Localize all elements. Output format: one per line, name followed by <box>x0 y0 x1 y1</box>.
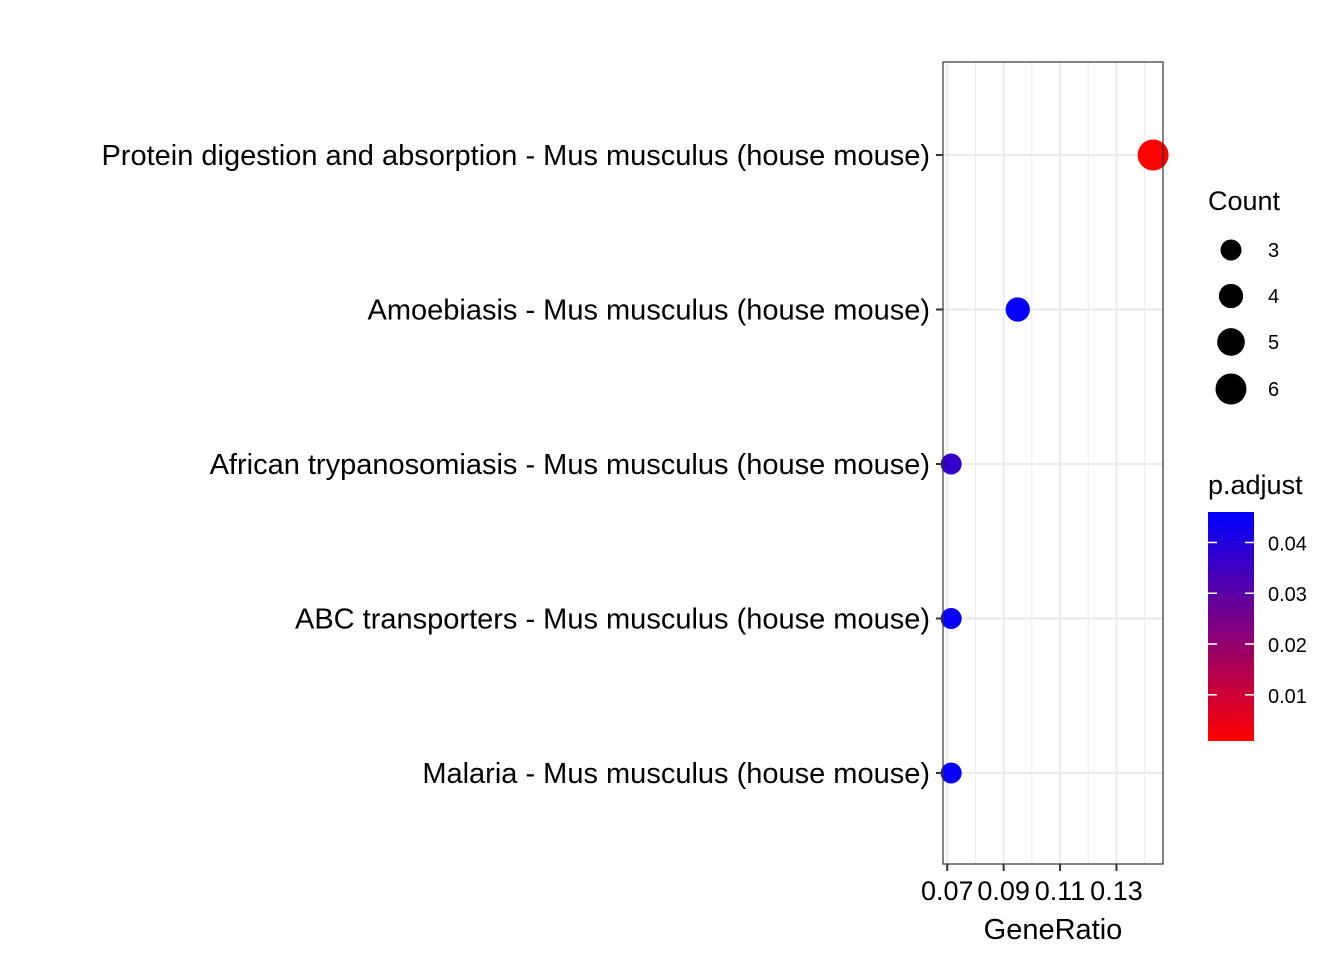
y-tick-label: Malaria - Mus musculus (house mouse) <box>422 758 930 790</box>
data-point <box>940 608 962 629</box>
data-point <box>940 762 962 784</box>
p-adjust-legend-title: p.adjust <box>1208 470 1303 500</box>
count-legend-label: 6 <box>1268 379 1279 401</box>
data-point <box>1005 297 1030 322</box>
x-axis-title: GeneRatio <box>984 914 1123 946</box>
p-adjust-legend-label: 0.04 <box>1268 533 1307 555</box>
data-point <box>940 453 962 475</box>
p-adjust-legend: p.adjust 0.01 0.02 0.03 0.04 <box>1208 470 1307 741</box>
y-tick-label: African trypanosomiasis - Mus musculus (… <box>210 449 930 481</box>
major-gridlines <box>943 62 1163 864</box>
p-adjust-legend-label: 0.01 <box>1268 686 1307 708</box>
p-adjust-legend-label: 0.03 <box>1268 584 1307 606</box>
x-tick-label: 0.13 <box>1090 876 1143 906</box>
y-tick-label: Protein digestion and absorption - Mus m… <box>101 140 930 172</box>
p-adjust-legend-label: 0.02 <box>1268 635 1307 657</box>
data-points <box>940 139 1169 784</box>
count-legend-key <box>1217 328 1245 356</box>
y-tick-label: ABC transporters - Mus musculus (house m… <box>295 604 930 636</box>
count-legend-key <box>1220 239 1242 261</box>
count-legend-title: Count <box>1208 186 1281 216</box>
count-legend-key <box>1218 283 1244 309</box>
count-legend-label: 3 <box>1268 240 1279 262</box>
data-point <box>1137 139 1169 171</box>
count-legend-label: 4 <box>1268 286 1279 308</box>
count-legend-label: 5 <box>1268 332 1279 354</box>
count-legend-key <box>1215 373 1247 405</box>
x-tick-label: 0.07 <box>921 876 974 906</box>
count-legend: Count 3 4 5 6 <box>1208 186 1281 405</box>
p-adjust-colorbar <box>1208 512 1254 741</box>
x-tick-label: 0.09 <box>977 876 1030 906</box>
x-axis: 0.07 0.09 0.11 0.13 <box>921 864 1143 906</box>
x-tick-label: 0.11 <box>1035 876 1086 906</box>
y-axis: Protein digestion and absorption - Mus m… <box>101 140 943 790</box>
y-tick-label: Amoebiasis - Mus musculus (house mouse) <box>368 295 930 327</box>
